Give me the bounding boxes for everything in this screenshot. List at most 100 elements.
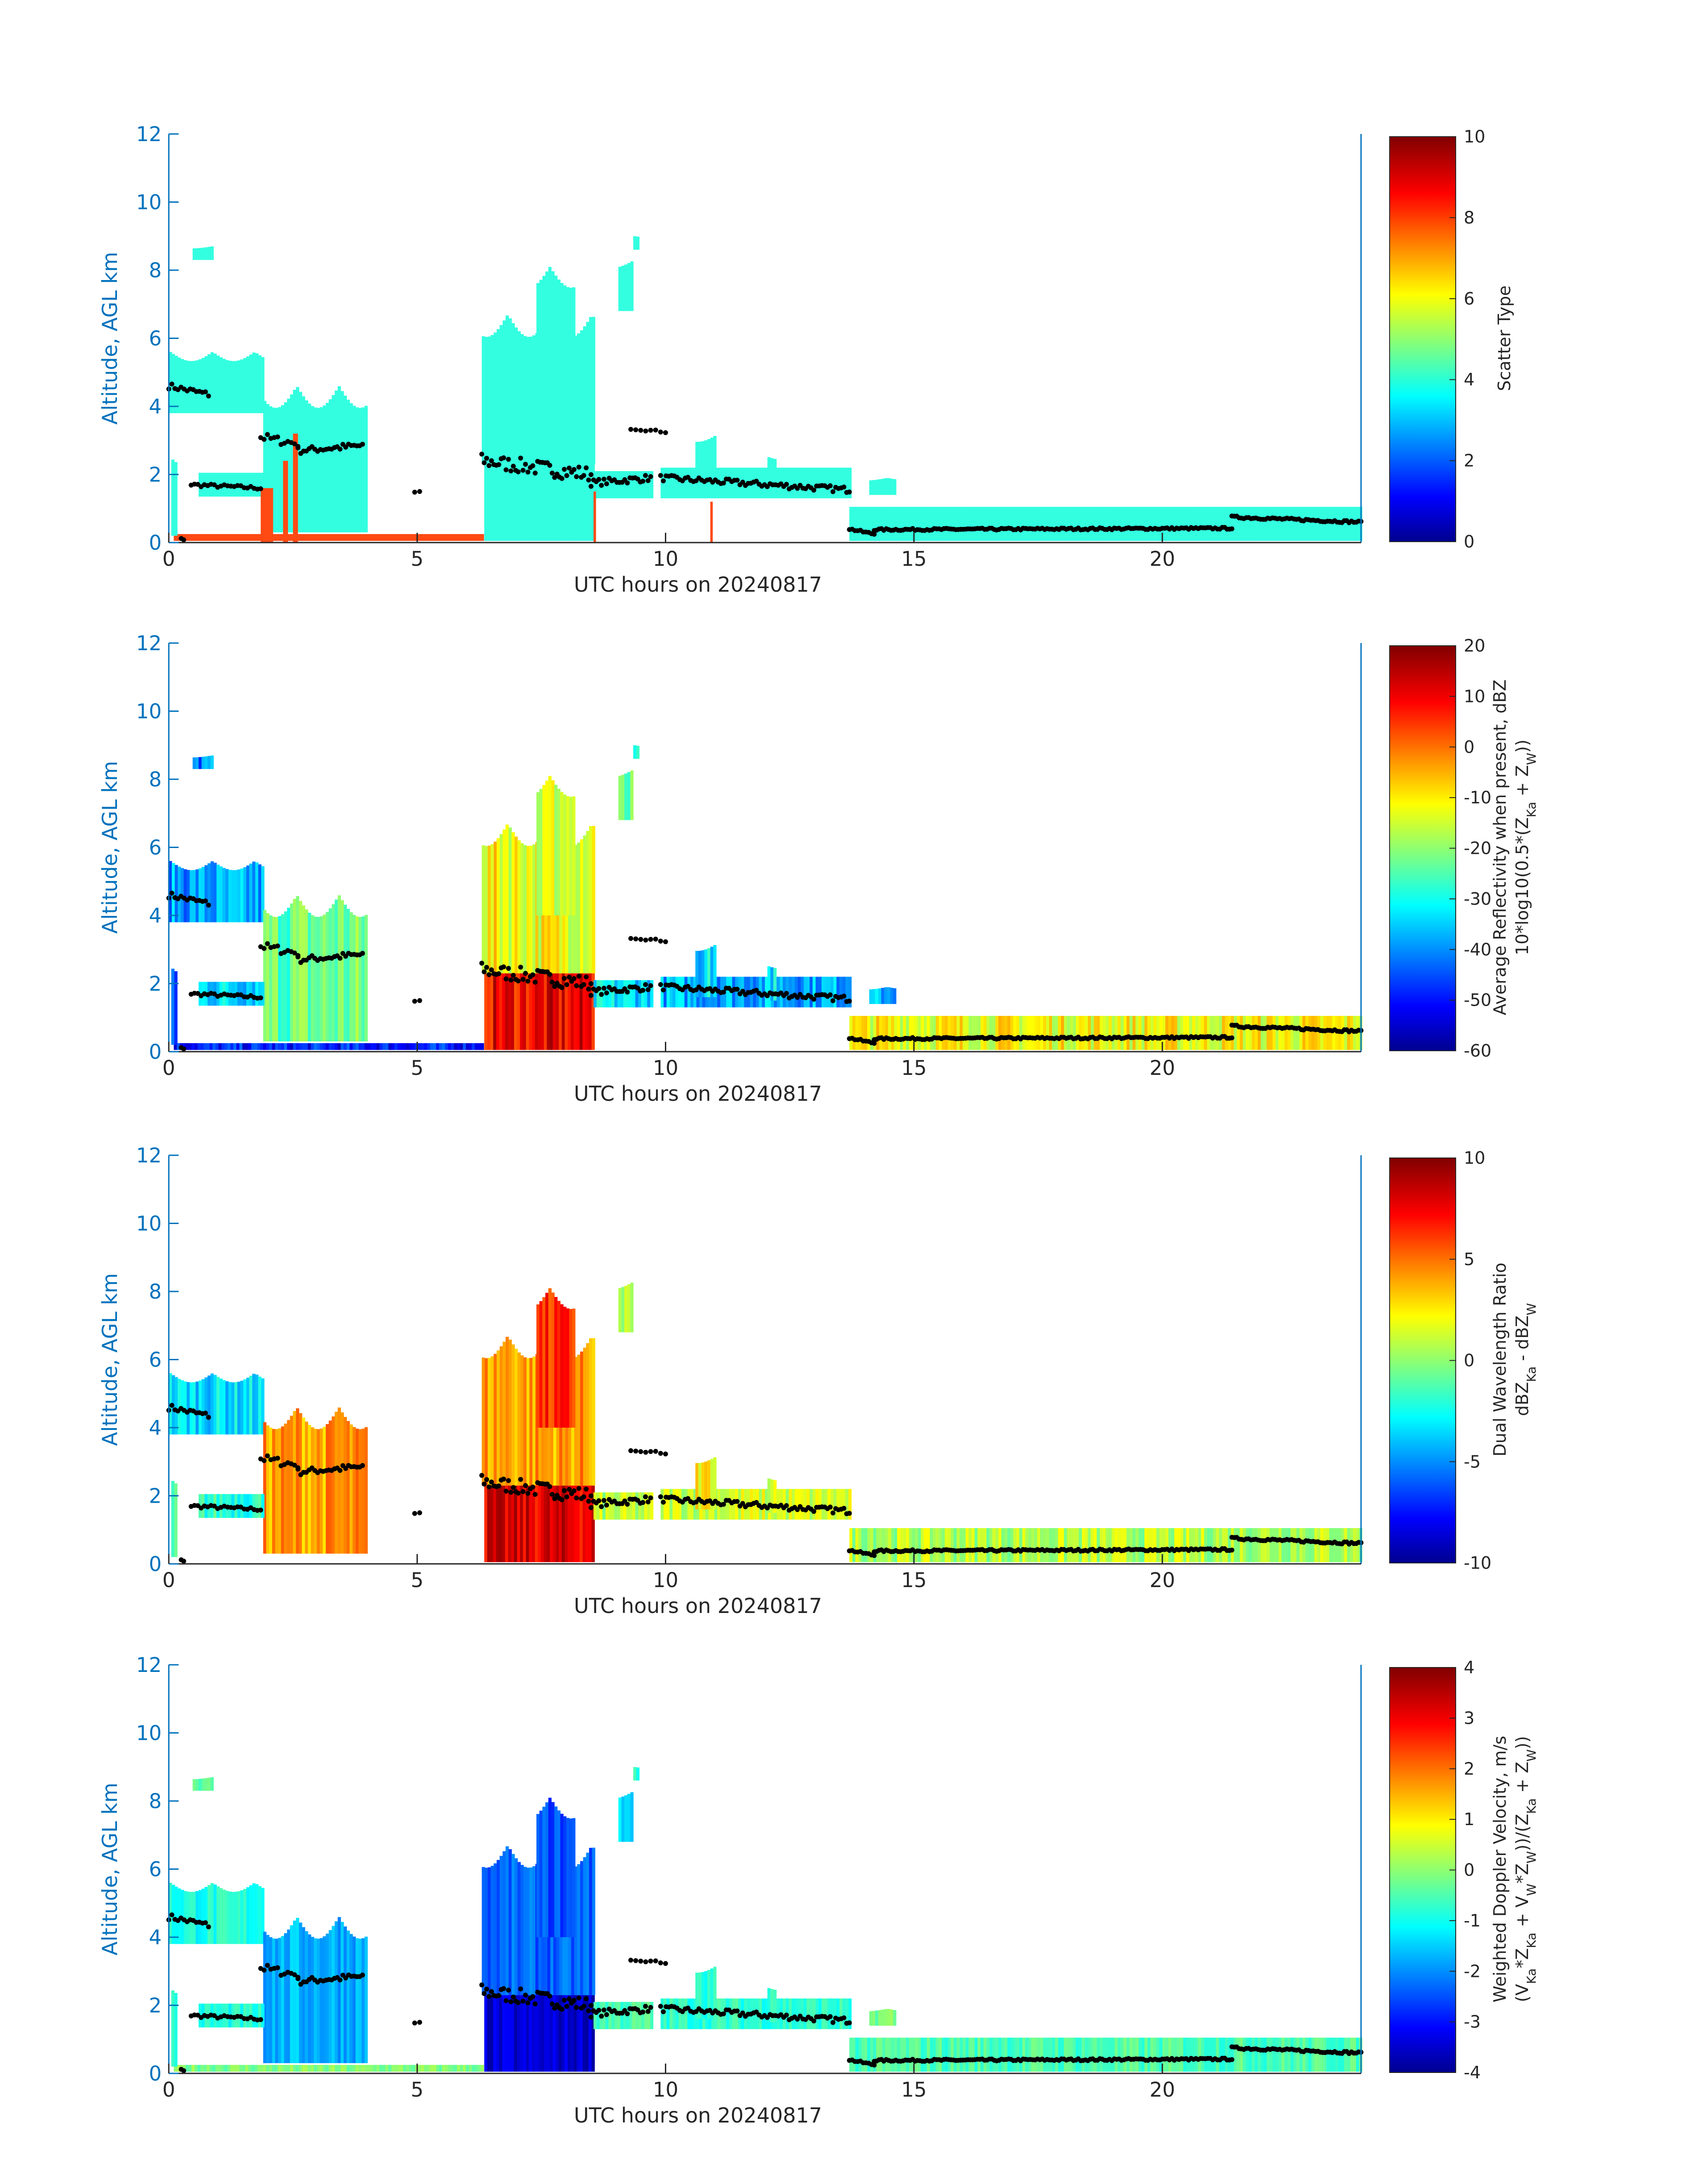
heatmap-cell: [887, 2009, 890, 2026]
heatmap-cell: [536, 1304, 540, 1428]
heatmap-cell: [867, 1528, 871, 1563]
heatmap-cell: [1073, 1015, 1077, 1050]
heatmap-cell: [921, 1528, 924, 1563]
heatmap-cell: [732, 468, 735, 498]
heatmap-cell: [563, 794, 567, 915]
heatmap-cell: [210, 1777, 214, 1791]
heatmap-cell: [744, 1998, 748, 2029]
heatmap-cell: [272, 1043, 276, 1050]
heatmap-cell: [548, 1288, 552, 1428]
cloud-top-point: [604, 481, 609, 486]
heatmap-cell: [927, 2037, 930, 2072]
y-tick-label: 0: [149, 2062, 162, 2085]
heatmap-cell: [490, 1995, 494, 2072]
heatmap-cell: [361, 2064, 365, 2072]
cloud-top-point: [1229, 1035, 1235, 1040]
heatmap-cell: [1073, 1528, 1077, 1563]
heatmap-cell: [523, 845, 527, 974]
heatmap-cell: [644, 471, 647, 498]
heatmap-cell: [770, 1479, 774, 1513]
heatmap-cell: [347, 1043, 350, 1050]
heatmap-cell: [644, 980, 647, 1007]
heatmap-cell: [1329, 1528, 1333, 1563]
heatmap-cell: [629, 980, 633, 1007]
heatmap-cell: [698, 442, 702, 488]
heatmap-cell: [475, 1043, 478, 1050]
heatmap-cell: [1034, 1015, 1038, 1050]
heatmap-cell: [502, 320, 506, 464]
heatmap-cell: [664, 977, 667, 1007]
heatmap-cell: [320, 2064, 323, 2072]
y-tick-label: 8: [149, 1789, 162, 1813]
cloud-top-point: [479, 961, 484, 966]
cloud-top-point: [518, 965, 523, 970]
heatmap-cell: [995, 1015, 999, 1050]
cloud-top-point: [564, 1494, 569, 1500]
cloud-top-point: [508, 1999, 514, 2005]
heatmap-cell: [1150, 1015, 1154, 1050]
heatmap-cell: [326, 402, 329, 533]
heatmap-cell: [1171, 506, 1175, 541]
heatmap-cell: [313, 916, 317, 1042]
heatmap-cell: [789, 977, 792, 1007]
heatmap-cell: [442, 1043, 446, 1050]
heatmap-cell: [1162, 506, 1166, 541]
cloud-top-point: [658, 473, 663, 478]
heatmap-cell: [1261, 2037, 1264, 2072]
heatmap-cell: [240, 1890, 244, 1944]
heatmap-cell: [257, 2064, 261, 2072]
heatmap-cell: [586, 831, 589, 974]
heatmap-cell: [358, 1939, 362, 2064]
heatmap-cell: [798, 977, 801, 1007]
heatmap-cell: [861, 1528, 865, 1563]
y-axis-label: Altitude, AGL km: [98, 1783, 122, 1956]
heatmap-cell: [1329, 506, 1333, 541]
heatmap-cell: [192, 361, 196, 414]
heatmap-cell: [635, 980, 639, 1007]
heatmap-cell: [927, 506, 930, 541]
heatmap-cell: [794, 468, 798, 498]
colorbar-tick-label: -40: [1464, 940, 1491, 959]
heatmap-cell: [624, 1795, 628, 1842]
heatmap-cell: [992, 1015, 996, 1050]
y-tick-label: 12: [136, 1144, 162, 1167]
heatmap-cell: [1022, 506, 1026, 541]
heatmap-cell: [249, 1885, 253, 1944]
heatmap-cell: [1317, 2037, 1321, 2072]
heatmap-cell: [684, 977, 688, 1007]
heatmap-cell: [707, 1970, 711, 2019]
heatmap-cell: [1219, 1528, 1223, 1563]
heatmap-cell: [484, 846, 488, 974]
heatmap-cell: [569, 797, 572, 915]
heatmap-cell: [523, 336, 527, 464]
heatmap-cell: [1111, 506, 1115, 541]
heatmap-cell: [773, 968, 777, 1001]
heatmap-cell: [1287, 2037, 1291, 2072]
cloud-top-point: [559, 2006, 564, 2012]
heatmap-cell: [1236, 1015, 1240, 1050]
heatmap-cell: [1350, 1015, 1353, 1050]
heatmap-cell: [815, 977, 819, 1007]
heatmap-cell: [580, 1995, 583, 2072]
heatmap-cell: [543, 1995, 547, 2072]
heatmap-cell: [647, 2002, 651, 2029]
heatmap-cell: [511, 973, 514, 1050]
heatmap-cell: [770, 1989, 774, 2022]
heatmap-cell: [627, 1284, 631, 1333]
y-tick-label: 6: [149, 836, 162, 860]
heatmap-cell: [852, 506, 856, 541]
heatmap-cell: [924, 506, 927, 541]
heatmap-cell: [331, 904, 335, 1042]
heatmap-cell: [638, 1492, 642, 1520]
cloud-top-point: [643, 937, 648, 943]
heatmap-cell: [196, 1381, 199, 1435]
cloud-top-point: [564, 982, 569, 987]
heatmap-cell: [299, 2064, 302, 2072]
heatmap-cell: [933, 1528, 936, 1563]
heatmap-cell: [974, 1528, 978, 1563]
heatmap-cell: [563, 1816, 567, 1937]
heatmap-cell: [1144, 1015, 1148, 1050]
heatmap-cell: [364, 405, 368, 533]
cloud-top-point: [501, 964, 506, 969]
